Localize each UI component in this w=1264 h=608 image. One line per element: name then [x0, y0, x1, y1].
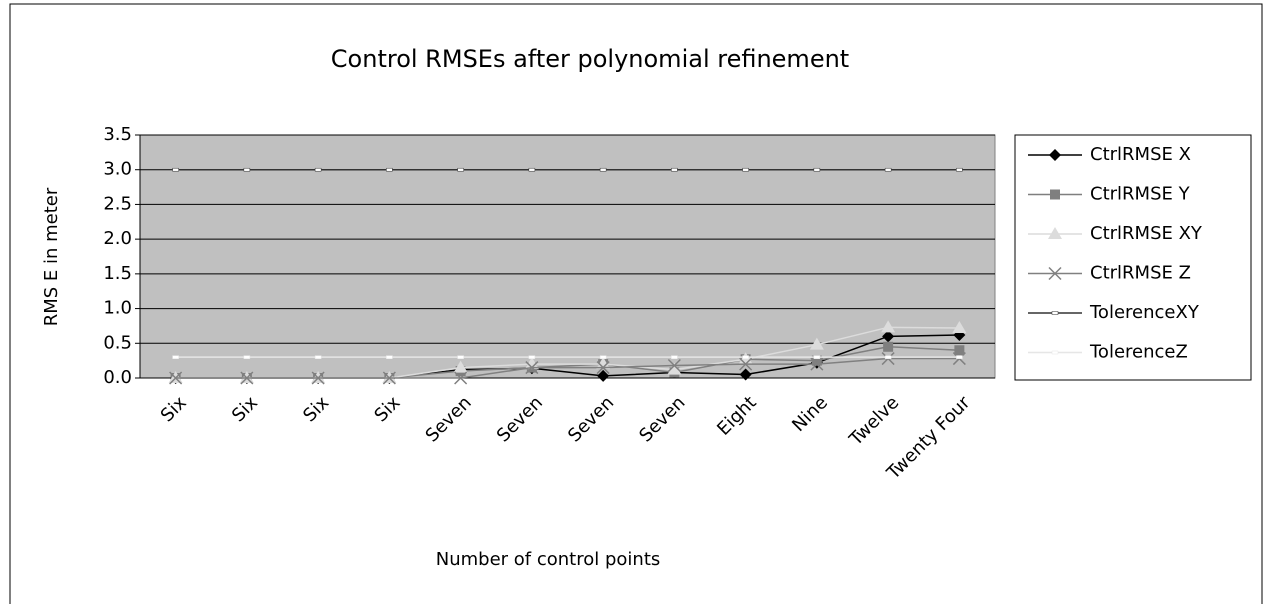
- marker: [739, 357, 753, 371]
- marker: [956, 355, 963, 359]
- marker: [667, 358, 681, 373]
- marker: [810, 357, 824, 371]
- marker: [382, 371, 396, 385]
- y-tick-label: 3.5: [103, 124, 132, 145]
- marker: [597, 369, 610, 382]
- y-tick-label: 2.5: [103, 193, 132, 214]
- chart-title: Control RMSEs after polynomial refinemen…: [331, 45, 849, 73]
- marker: [742, 355, 749, 359]
- marker: [457, 355, 464, 359]
- marker: [599, 167, 607, 172]
- marker: [1050, 189, 1060, 200]
- marker: [454, 371, 468, 385]
- legend-label: TolerenceXY: [1089, 302, 1200, 323]
- marker: [243, 167, 251, 172]
- marker: [671, 355, 678, 359]
- marker: [524, 357, 539, 370]
- marker: [528, 355, 536, 359]
- marker: [954, 345, 965, 356]
- x-axis-label: Number of control points: [436, 549, 661, 570]
- marker: [667, 362, 682, 375]
- y-axis-label: RMS E in meter: [41, 187, 62, 326]
- legend-box: [1014, 134, 1252, 381]
- marker: [883, 341, 894, 352]
- marker: [739, 368, 752, 381]
- marker: [813, 167, 821, 172]
- y-tick-label: 3.0: [103, 159, 132, 180]
- marker: [1051, 350, 1059, 355]
- marker: [1048, 227, 1062, 239]
- y-tick-label: 0.0: [103, 367, 132, 388]
- marker: [453, 360, 468, 373]
- marker: [952, 321, 967, 334]
- marker: [881, 320, 896, 333]
- marker: [742, 167, 749, 172]
- marker: [386, 355, 393, 359]
- y-tick-label: 1.0: [103, 298, 132, 319]
- marker: [243, 355, 251, 359]
- marker: [172, 167, 179, 172]
- marker: [596, 357, 611, 370]
- legend-label: CtrlRMSE XY: [1090, 223, 1203, 244]
- marker: [813, 355, 821, 359]
- y-tick-label: 2.0: [103, 228, 132, 249]
- legend: CtrlRMSE X CtrlRMSE Y CtrlRMSE XY CtrlRMSE …: [1014, 134, 1252, 381]
- marker: [169, 371, 183, 385]
- marker: [1048, 266, 1062, 281]
- marker: [671, 167, 678, 172]
- marker: [311, 371, 325, 385]
- y-tick-label: 0.5: [103, 332, 132, 353]
- marker: [386, 167, 393, 172]
- marker: [884, 355, 892, 359]
- y-tick-label: 1.5: [103, 263, 132, 284]
- marker: [956, 167, 963, 172]
- marker: [1051, 311, 1059, 315]
- marker: [884, 167, 892, 172]
- marker: [457, 167, 464, 172]
- series-line: [175, 357, 960, 379]
- marker: [1049, 149, 1061, 161]
- legend-label: TolerenceZ: [1089, 342, 1188, 363]
- marker: [240, 371, 254, 385]
- marker: [882, 330, 895, 343]
- marker: [528, 167, 536, 172]
- legend-label: CtrlRMSE Y: [1090, 184, 1191, 205]
- marker: [172, 355, 179, 359]
- marker: [314, 167, 322, 172]
- legend-label: CtrlRMSE Z: [1090, 263, 1191, 284]
- plot-area: [139, 134, 996, 379]
- legend-label: CtrlRMSE X: [1090, 144, 1191, 165]
- marker: [596, 361, 610, 375]
- marker: [525, 361, 539, 375]
- marker: [809, 337, 824, 350]
- marker: [811, 355, 822, 366]
- marker: [599, 355, 607, 359]
- marker: [314, 355, 322, 359]
